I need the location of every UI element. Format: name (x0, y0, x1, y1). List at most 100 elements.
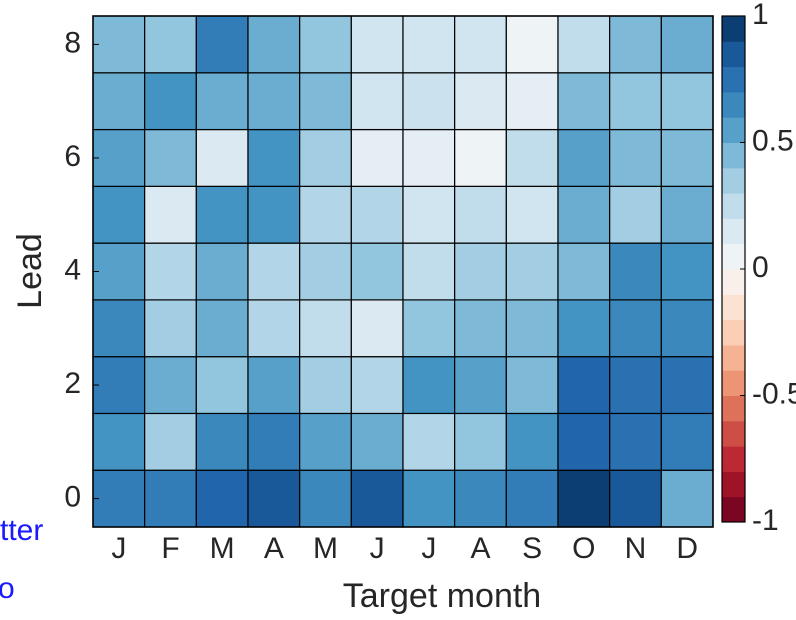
heatmap-cell (454, 72, 507, 131)
heatmap-cell (195, 185, 249, 244)
x-tick-label: O (572, 532, 595, 565)
heatmap-cell (92, 469, 146, 528)
x-tick-label: D (676, 532, 698, 565)
heatmap-cell (92, 412, 146, 471)
colorbar-step (722, 370, 745, 396)
heatmap-cell (299, 185, 352, 244)
heatmap-cell (609, 469, 662, 528)
heatmap-cell (195, 72, 249, 131)
colorbar-step (722, 142, 745, 169)
annotation: o (0, 572, 15, 605)
heatmap-cell (402, 185, 456, 244)
heatmap-cell (402, 469, 456, 528)
y-tick-label: 6 (64, 140, 81, 173)
heatmap-cell (609, 412, 662, 471)
heatmap-cell (299, 469, 352, 528)
heatmap-cell (557, 412, 611, 471)
heatmap-cell (350, 242, 404, 301)
colorbar-step (722, 218, 745, 245)
heatmap-cell (505, 242, 559, 301)
heatmap-cell (660, 356, 714, 415)
heatmap-cell (454, 242, 507, 301)
y-axis-title: Lead (11, 233, 49, 309)
heatmap-cell (350, 185, 404, 244)
colorbar-step (722, 269, 745, 295)
heatmap-cell (660, 72, 714, 131)
colorbar-step (722, 16, 745, 42)
heatmap-cell (299, 128, 352, 187)
x-tick-label: M (313, 532, 338, 565)
colorbar-step (722, 496, 745, 523)
heatmap-cell (454, 356, 507, 415)
x-tick-label: A (470, 532, 490, 565)
heatmap-cell (92, 185, 146, 244)
y-tick-label: 4 (64, 253, 81, 286)
heatmap-cell (195, 15, 249, 74)
heatmap-cell (557, 299, 611, 358)
heatmap-cell (247, 356, 301, 415)
heatmap-cell (609, 356, 662, 415)
heatmap-cell (195, 242, 249, 301)
heatmap-cell (299, 15, 352, 74)
heatmap-cell (144, 469, 197, 528)
heatmap-cell (609, 242, 662, 301)
colorbar-step (722, 41, 745, 68)
heatmap-cell (92, 128, 146, 187)
heatmap-cell (505, 15, 559, 74)
heatmap-cell (299, 242, 352, 301)
heatmap-cell (402, 299, 456, 358)
colorbar-tick-label: 0 (752, 251, 769, 284)
heatmap-cell (402, 72, 456, 131)
x-tick-label: N (625, 532, 647, 565)
heatmap-cell (402, 412, 456, 471)
heatmap-cell (505, 412, 559, 471)
heatmap-cell (505, 128, 559, 187)
heatmap-cell (660, 299, 714, 358)
y-tick-label: 2 (64, 367, 81, 400)
colorbar-tick-label: 1 (752, 0, 769, 31)
x-tick-label: J (421, 532, 436, 565)
heatmap-cell (402, 128, 456, 187)
heatmap-cell (505, 299, 559, 358)
heatmap-cell (247, 185, 301, 244)
heatmap-cell (609, 128, 662, 187)
colorbar-step (722, 420, 745, 447)
heatmap-cell (195, 128, 249, 187)
heatmap-cell (299, 72, 352, 131)
heatmap-cell (195, 469, 249, 528)
x-tick-label: M (210, 532, 235, 565)
heatmap-cell (557, 469, 611, 528)
heatmap-cell (557, 356, 611, 415)
heatmap-cell (350, 15, 404, 74)
x-tick-label: A (264, 532, 284, 565)
heatmap-cell (144, 412, 197, 471)
colorbar-step (722, 243, 745, 270)
colorbar-tick-label: -0.5 (752, 377, 796, 410)
heatmap-cell (557, 185, 611, 244)
x-tick-label: J (111, 532, 126, 565)
colorbar-tick-label: 0.5 (752, 124, 794, 157)
heatmap-cell (144, 15, 197, 74)
colorbar-step (722, 117, 745, 143)
colorbar-step (722, 395, 745, 422)
heatmap-cell (609, 15, 662, 74)
heatmap-cell (144, 299, 197, 358)
colorbar-tick-label: -1 (752, 504, 779, 537)
heatmap-cell (92, 356, 146, 415)
heatmap-cell (660, 412, 714, 471)
heatmap-cell (92, 15, 146, 74)
heatmap-cell (557, 15, 611, 74)
heatmap-cell (609, 72, 662, 131)
colorbar-step (722, 446, 745, 472)
annotation: tter (0, 514, 43, 547)
heatmap-cell (299, 356, 352, 415)
heatmap-cell (557, 72, 611, 131)
heatmap-cell (247, 299, 301, 358)
colorbar-step (722, 471, 745, 498)
x-axis-title: Target month (343, 577, 541, 615)
heatmap-cell (505, 72, 559, 131)
colorbar-step (722, 91, 745, 118)
heatmap-cell (660, 185, 714, 244)
heatmap-cell (557, 128, 611, 187)
